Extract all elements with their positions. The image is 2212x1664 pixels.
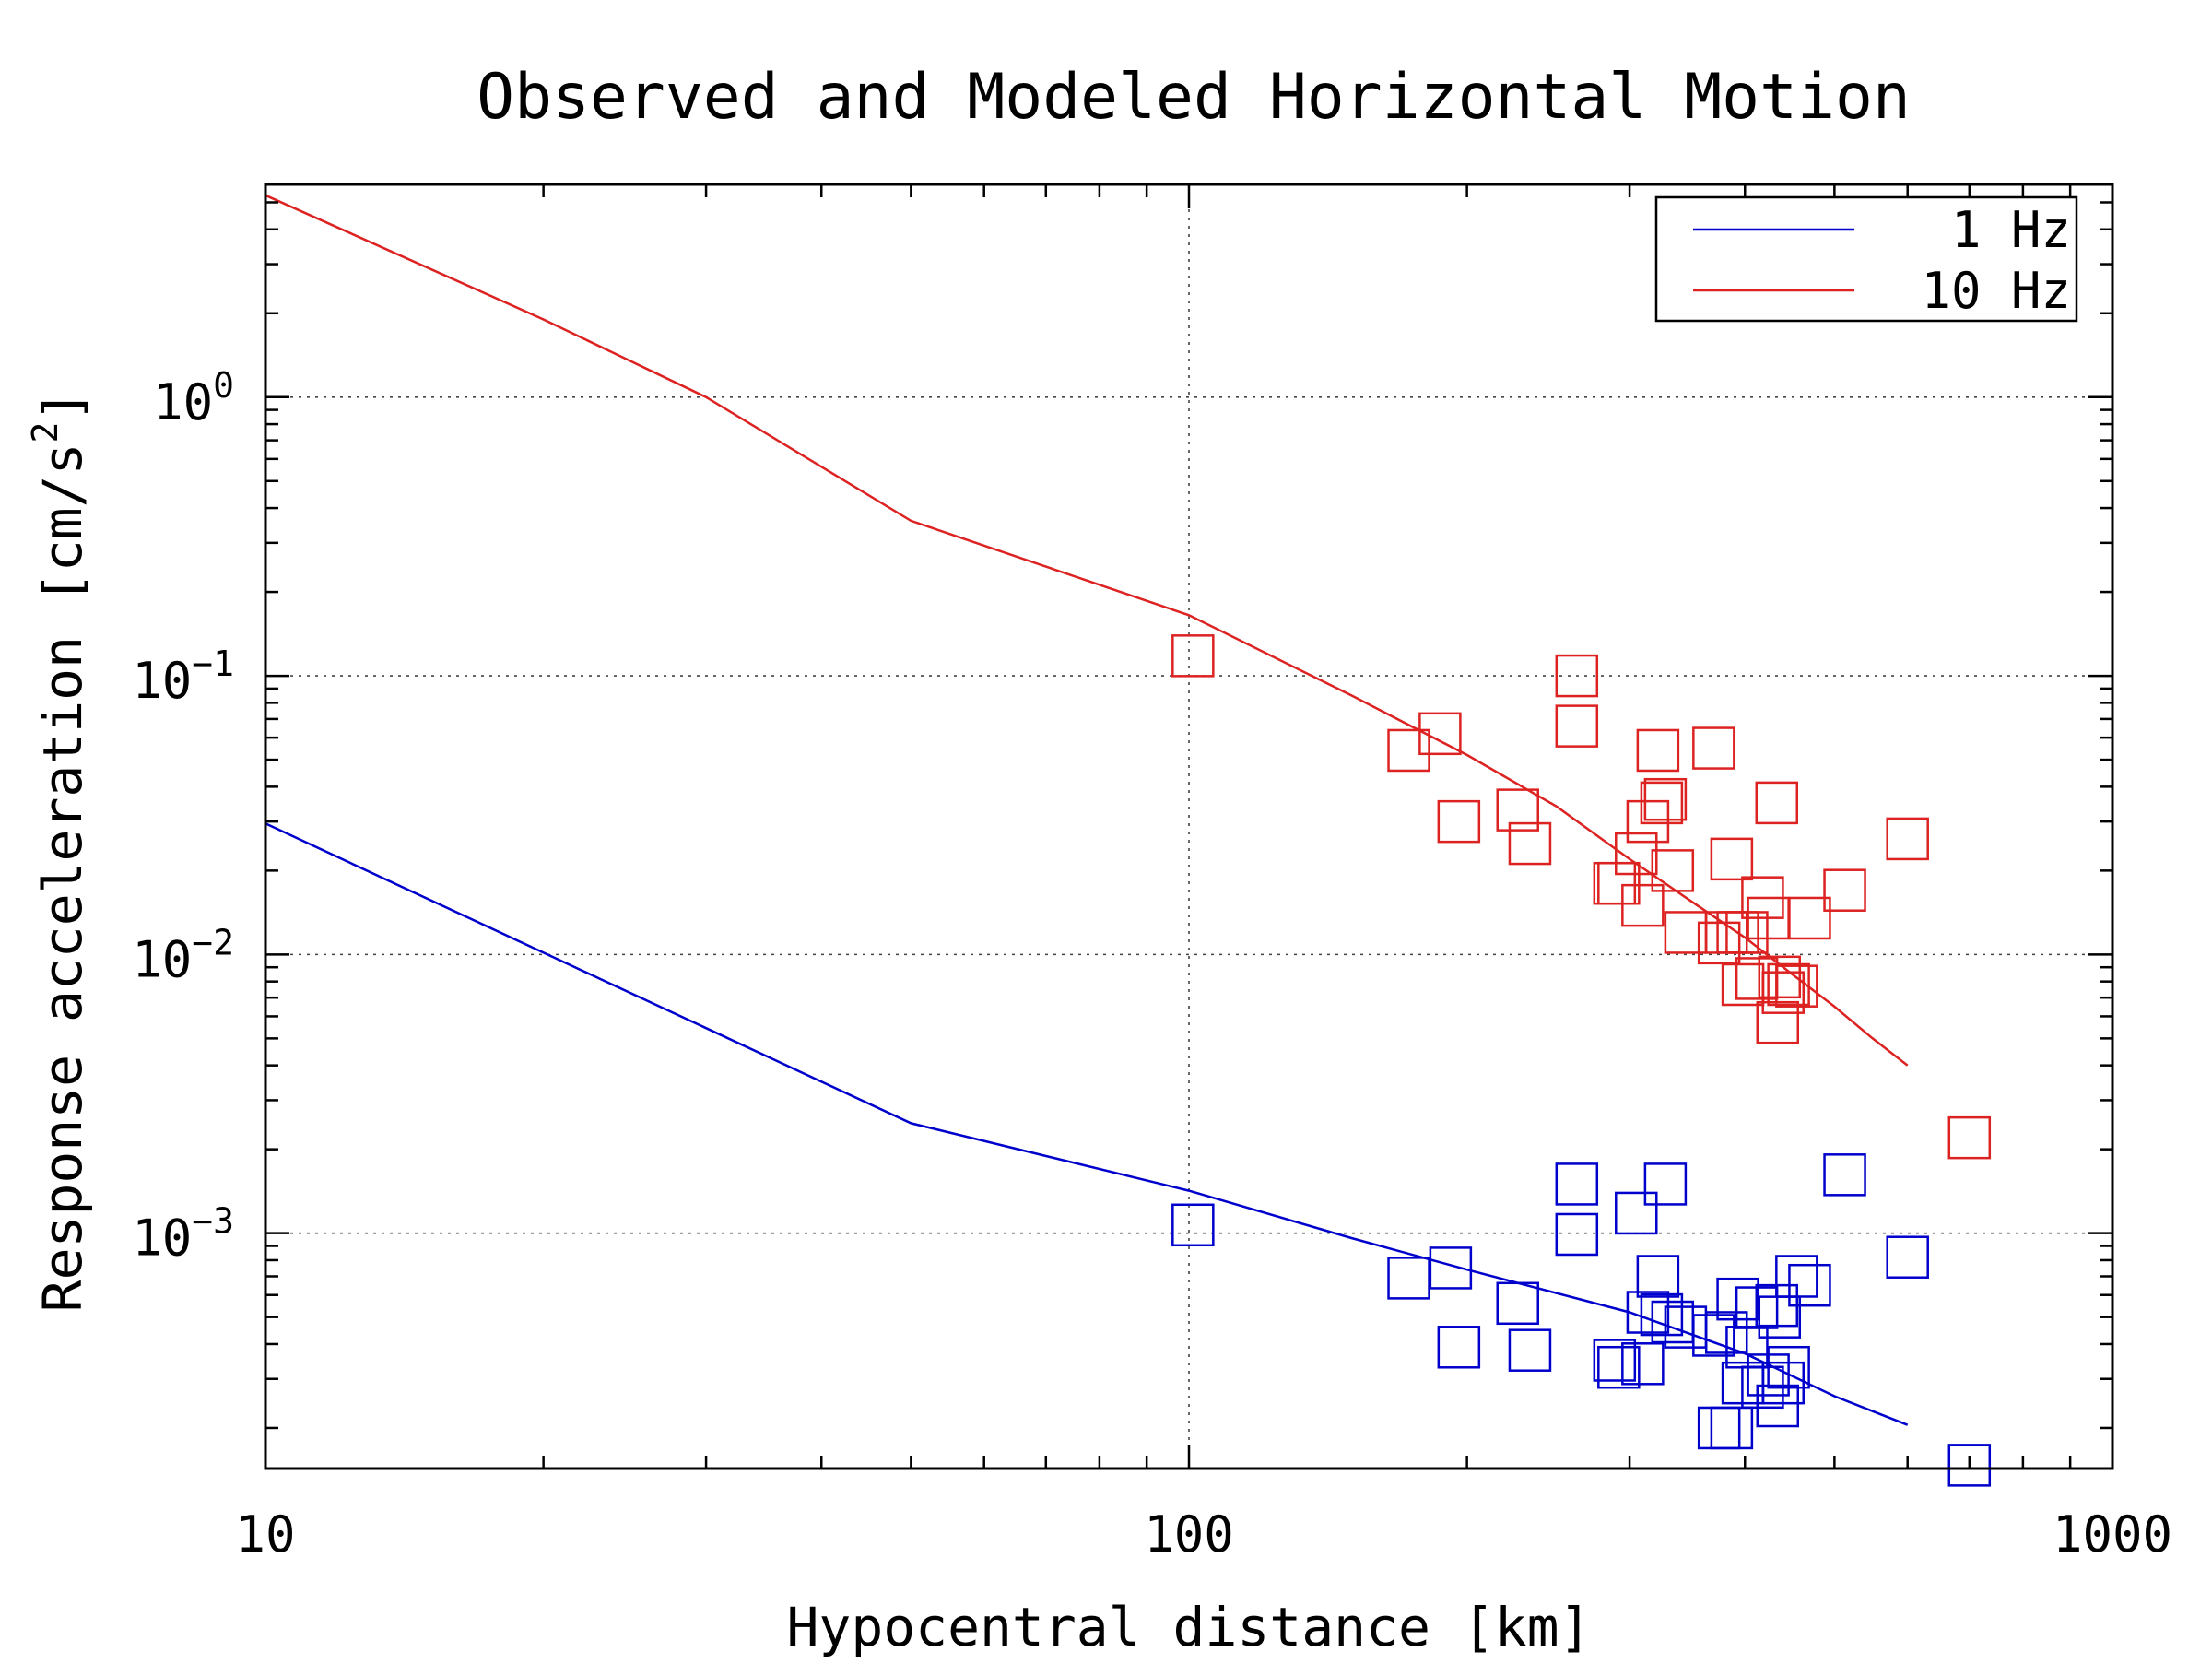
- observed-marker: [1621, 883, 1665, 927]
- legend-box: [1654, 195, 2078, 323]
- x-tick-label: 1000: [2053, 1505, 2172, 1564]
- y-tick-exponent: 0: [213, 365, 234, 406]
- observed-marker: [1767, 1345, 1810, 1389]
- y-tick-label: 100: [153, 365, 234, 431]
- observed-marker: [1597, 861, 1641, 905]
- observed-marker: [1761, 1361, 1805, 1405]
- y-tick-label: 10−1: [132, 643, 234, 710]
- y-tick-exponent: −3: [192, 1201, 234, 1242]
- observed-marker: [1947, 1444, 1992, 1487]
- observed-marker: [1387, 1257, 1430, 1300]
- observed-marker: [1761, 971, 1805, 1014]
- observed-marker: [1767, 962, 1810, 1007]
- model-line: [265, 194, 1909, 1067]
- observed-marker: [1823, 868, 1866, 912]
- observed-marker: [1710, 1406, 1754, 1450]
- observed-marker: [1597, 1345, 1641, 1389]
- observed-marker: [1788, 896, 1831, 940]
- model-line: [265, 822, 1909, 1426]
- observed-marker: [1593, 1339, 1637, 1382]
- observed-marker: [1755, 781, 1799, 825]
- observed-marker: [1640, 1292, 1684, 1337]
- observed-marker: [1621, 1342, 1665, 1386]
- chart-title: Observed and Modeled Horizontal Motion: [477, 61, 1911, 134]
- observed-marker: [1626, 1291, 1670, 1334]
- observed-marker: [1651, 849, 1695, 892]
- observed-marker: [1758, 1295, 1802, 1339]
- observed-markers: [1171, 634, 1992, 1487]
- observed-marker: [1640, 781, 1684, 825]
- y-axis-label-superscript: 2: [25, 422, 65, 443]
- observed-marker: [1555, 1162, 1599, 1206]
- observed-marker: [1643, 1162, 1688, 1206]
- observed-marker: [1758, 955, 1802, 999]
- observed-marker: [1171, 1203, 1215, 1247]
- y-tick-base: 10: [132, 1210, 192, 1268]
- observed-marker: [1697, 1406, 1741, 1450]
- y-tick-label: 10−2: [132, 922, 234, 988]
- observed-marker: [1886, 1235, 1929, 1279]
- observed-marker: [1508, 1328, 1552, 1372]
- observed-marker: [1636, 728, 1680, 773]
- observed-marker: [1626, 799, 1670, 844]
- observed-marker: [1387, 728, 1430, 773]
- y-tick-exponent: −2: [192, 922, 234, 962]
- observed-marker: [1775, 1255, 1818, 1298]
- y-tick-exponent: −1: [192, 643, 234, 684]
- observed-marker: [1615, 832, 1658, 876]
- observed-marker: [1615, 1191, 1658, 1235]
- observed-marker: [1823, 1153, 1866, 1197]
- observed-marker: [1643, 777, 1688, 821]
- observed-marker: [1756, 1000, 1800, 1044]
- observed-marker: [1692, 726, 1735, 770]
- y-tick-base: 10: [132, 652, 192, 710]
- observed-marker: [1697, 921, 1741, 965]
- observed-marker: [1710, 837, 1754, 881]
- observed-marker: [1947, 1115, 1992, 1160]
- observed-marker: [1437, 799, 1481, 844]
- x-axis-label: Hypocentral distance [km]: [787, 1596, 1592, 1658]
- x-tick-labels: 10 100 1000: [235, 1505, 2172, 1564]
- observed-marker: [1555, 704, 1599, 748]
- observed-marker: [1429, 1246, 1473, 1290]
- y-tick-base: 10: [153, 373, 213, 431]
- observed-marker: [1508, 821, 1552, 866]
- x-tick-label: 10: [235, 1505, 295, 1564]
- axis-ticks: [264, 184, 2112, 1469]
- observed-marker: [1496, 788, 1539, 832]
- y-tick-label: 10−3: [132, 1201, 234, 1268]
- grid: [265, 184, 2112, 1469]
- observed-marker: [1555, 1212, 1599, 1257]
- legend-label: 1 Hz: [1951, 201, 2071, 259]
- y-axis-label-main: Response acceleration [cm/s: [31, 443, 94, 1313]
- observed-marker: [1636, 1255, 1680, 1298]
- x-tick-label: 100: [1144, 1505, 1234, 1564]
- observed-marker: [1171, 634, 1215, 678]
- model-lines: [265, 194, 1909, 1426]
- y-axis-label: Response acceleration [cm/s2]: [25, 390, 94, 1313]
- observed-marker: [1496, 1281, 1539, 1326]
- legend-label: 10 Hz: [1921, 262, 2071, 320]
- observed-marker: [1788, 1263, 1831, 1307]
- observed-marker: [1437, 1326, 1481, 1369]
- observed-marker: [1756, 1384, 1800, 1428]
- observed-marker: [1886, 817, 1929, 861]
- observed-marker: [1418, 712, 1462, 756]
- y-tick-base: 10: [132, 930, 192, 988]
- y-axis-label-suffix: ]: [31, 390, 94, 422]
- observed-marker: [1692, 1314, 1735, 1357]
- observed-marker: [1775, 964, 1818, 1008]
- observed-marker: [1555, 654, 1599, 698]
- observed-marker: [1593, 861, 1637, 905]
